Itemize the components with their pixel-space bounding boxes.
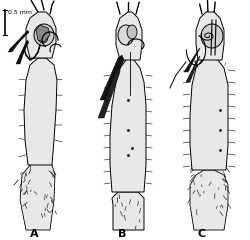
- Polygon shape: [16, 40, 28, 64]
- Polygon shape: [26, 12, 56, 58]
- Polygon shape: [8, 30, 28, 52]
- Polygon shape: [184, 48, 200, 72]
- Ellipse shape: [38, 31, 48, 43]
- Polygon shape: [196, 12, 224, 60]
- Text: C: C: [198, 229, 206, 239]
- Text: A: A: [30, 229, 38, 239]
- Polygon shape: [98, 68, 120, 118]
- Polygon shape: [112, 192, 144, 230]
- Polygon shape: [110, 58, 146, 192]
- Polygon shape: [190, 58, 228, 170]
- Polygon shape: [24, 58, 57, 165]
- Ellipse shape: [127, 25, 137, 39]
- Ellipse shape: [34, 24, 54, 46]
- Polygon shape: [116, 12, 142, 60]
- Polygon shape: [186, 56, 200, 82]
- Text: 0.5 mm: 0.5 mm: [8, 10, 32, 15]
- Text: B: B: [118, 229, 126, 239]
- Polygon shape: [36, 25, 50, 42]
- Ellipse shape: [201, 24, 223, 48]
- Polygon shape: [190, 170, 228, 230]
- Polygon shape: [100, 55, 124, 100]
- Ellipse shape: [118, 25, 134, 45]
- Polygon shape: [20, 162, 55, 230]
